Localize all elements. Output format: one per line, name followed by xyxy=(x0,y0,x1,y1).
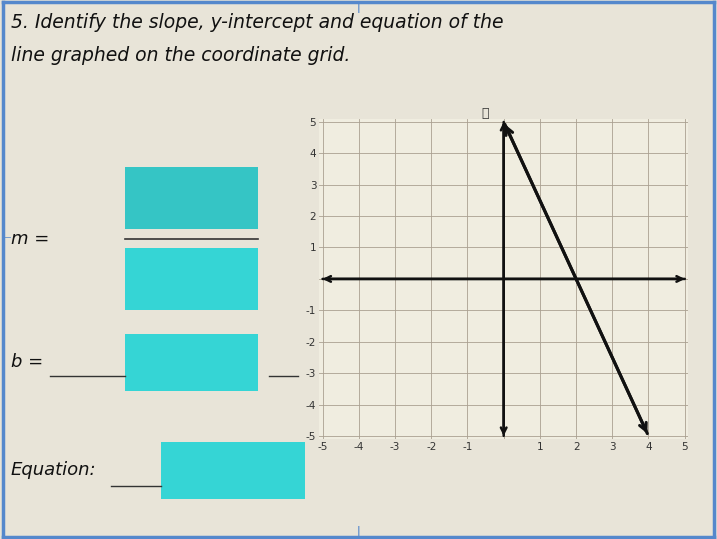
Text: ⦂: ⦂ xyxy=(482,107,489,120)
Text: |: | xyxy=(356,527,361,537)
Text: b =: b = xyxy=(11,354,43,371)
Text: |: | xyxy=(356,2,361,12)
Text: line graphed on the coordinate grid.: line graphed on the coordinate grid. xyxy=(11,46,350,65)
Text: m =: m = xyxy=(11,230,49,247)
Text: Equation:: Equation: xyxy=(11,461,96,479)
Text: 5. Identify the slope, y-intercept and equation of the: 5. Identify the slope, y-intercept and e… xyxy=(11,13,503,32)
Text: —: — xyxy=(3,233,11,241)
